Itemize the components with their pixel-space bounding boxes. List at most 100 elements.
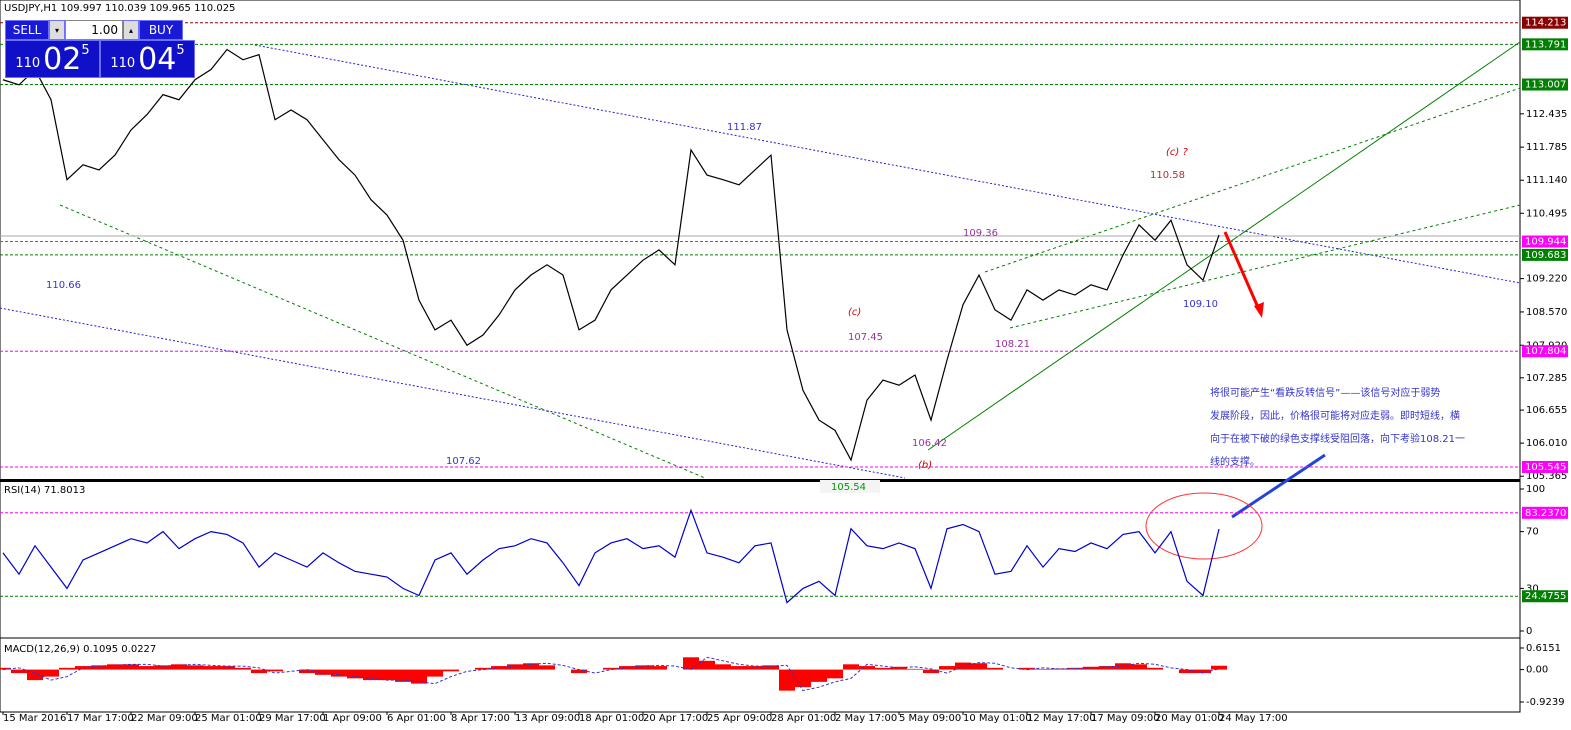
macd-bar (827, 669, 843, 679)
panel-title: MACD(12,26,9) 0.1095 0.0227 (4, 644, 156, 655)
macd-bar (747, 666, 763, 670)
panel-separator (0, 479, 1520, 482)
y-tick-label: 0.6151 (1526, 643, 1561, 654)
macd-bar (395, 669, 411, 682)
annotation: 106.42 (912, 438, 947, 449)
y-tick-label: 30 (1526, 583, 1539, 594)
macd-bar (379, 669, 395, 681)
macd-bar (1067, 667, 1083, 670)
trend-line (927, 41, 1521, 451)
macd-bar (1083, 666, 1099, 670)
macd-bar (795, 669, 811, 688)
level-label: 109.683 (1525, 250, 1566, 261)
bid-price[interactable]: 110 02 5 (5, 40, 100, 78)
level-box (1522, 506, 1568, 519)
volume-input[interactable]: 1.00 (65, 20, 123, 40)
note-line: 线的支撑。 (1210, 455, 1260, 468)
x-tick-label: 29 Mar 17:00 (259, 713, 326, 724)
trend-line (254, 44, 1521, 284)
level-box (1522, 248, 1568, 261)
annotation: 110.66 (46, 280, 81, 291)
macd-bar (1099, 666, 1115, 670)
y-tick-label: 111.785 (1526, 142, 1567, 153)
note-line: 发展阶段，因此，价格很可能将对应走弱。即时短线，横 (1210, 409, 1460, 422)
macd-bar (939, 666, 955, 670)
y-tick-label: 108.570 (1526, 307, 1567, 318)
macd-bar (347, 669, 363, 679)
macd-bar (299, 669, 315, 674)
x-tick-label: 18 Apr 01:00 (579, 713, 644, 724)
macd-bar (171, 664, 187, 670)
macd-bar (1147, 667, 1163, 670)
level-label: 83.2370 (1525, 508, 1566, 519)
x-tick-label: 20 May 01:00 (1155, 713, 1224, 724)
price-big: 04 (138, 42, 177, 77)
x-tick-label: 17 Mar 17:00 (67, 713, 134, 724)
y-tick-label: 0.00 (1526, 665, 1548, 676)
macd-bar (923, 669, 939, 674)
annotation: 111.87 (727, 122, 762, 133)
volume-up[interactable]: ▴ (123, 20, 139, 40)
y-tick-label: 70 (1526, 527, 1539, 538)
macd-bar (523, 663, 539, 670)
macd-bar (651, 666, 667, 670)
trend-line (0, 307, 906, 479)
macd-bar (59, 667, 75, 670)
macd-bar (187, 665, 203, 670)
annotation: 109.36 (963, 228, 998, 239)
ask-price[interactable]: 110 04 5 (100, 40, 195, 78)
macd-bar (683, 657, 699, 670)
macd-bar (907, 668, 923, 670)
volume-down[interactable]: ▾ (49, 20, 65, 40)
x-tick-label: 24 May 17:00 (1219, 713, 1288, 724)
buy-button[interactable]: BUY (139, 20, 183, 40)
level-label: 105.545 (1525, 462, 1566, 473)
y-tick-label: 111.140 (1526, 175, 1567, 186)
macd-bar (1179, 669, 1195, 674)
level-box (1522, 590, 1568, 603)
level-label: 113.007 (1525, 80, 1566, 91)
macd-bar (731, 666, 747, 670)
sell-button[interactable]: SELL (5, 20, 49, 40)
macd-bar (219, 666, 235, 670)
trend-line (59, 204, 706, 479)
note-line: 向于在被下破的绿色支撑线受阻回落，向下考验108.21一 (1210, 432, 1465, 445)
level-box (1522, 78, 1568, 91)
y-tick-label: 109.220 (1526, 274, 1567, 285)
panel-title: RSI(14) 71.8013 (4, 485, 85, 496)
trade-panel: SELL ▾ 1.00 ▴ BUY 110 02 5 110 04 5 (5, 20, 195, 78)
macd-bar (251, 669, 267, 674)
level-label: 107.804 (1525, 346, 1566, 357)
macd-bar (331, 669, 347, 677)
y-tick-label: 106.655 (1526, 405, 1567, 416)
price-prefix: 110 (15, 56, 41, 71)
macd-bar (107, 664, 123, 670)
highlight-ellipse (1145, 492, 1263, 560)
panel-title: USDJPY,H1 109.997 110.039 109.965 110.02… (4, 3, 235, 14)
annotation: 108.21 (995, 339, 1030, 350)
macd-bar (891, 666, 907, 670)
label-box (820, 480, 880, 493)
macd-bar (427, 669, 443, 677)
arrow-head (1254, 302, 1264, 318)
price-prefix: 110 (110, 56, 136, 71)
trend-line (984, 87, 1521, 273)
macd-bar (11, 669, 27, 674)
macd-bar (1035, 668, 1051, 670)
macd-bar (443, 669, 459, 672)
level-label: 113.791 (1525, 39, 1566, 50)
x-tick-label: 10 May 01:00 (963, 713, 1032, 724)
level-box (1522, 235, 1568, 248)
macd-bar (763, 665, 779, 670)
annotation: (c) ? (1166, 147, 1188, 158)
annotation: (c) (848, 307, 861, 318)
macd-bar (411, 669, 427, 684)
macd-bar (155, 665, 171, 670)
x-tick-label: 5 May 09:00 (899, 713, 961, 724)
macd-bar (139, 666, 155, 670)
drawings (0, 41, 1521, 560)
x-tick-label: 22 Mar 09:00 (131, 713, 198, 724)
x-tick-label: 2 May 17:00 (835, 713, 897, 724)
x-tick-label: 6 Apr 01:00 (387, 713, 446, 724)
